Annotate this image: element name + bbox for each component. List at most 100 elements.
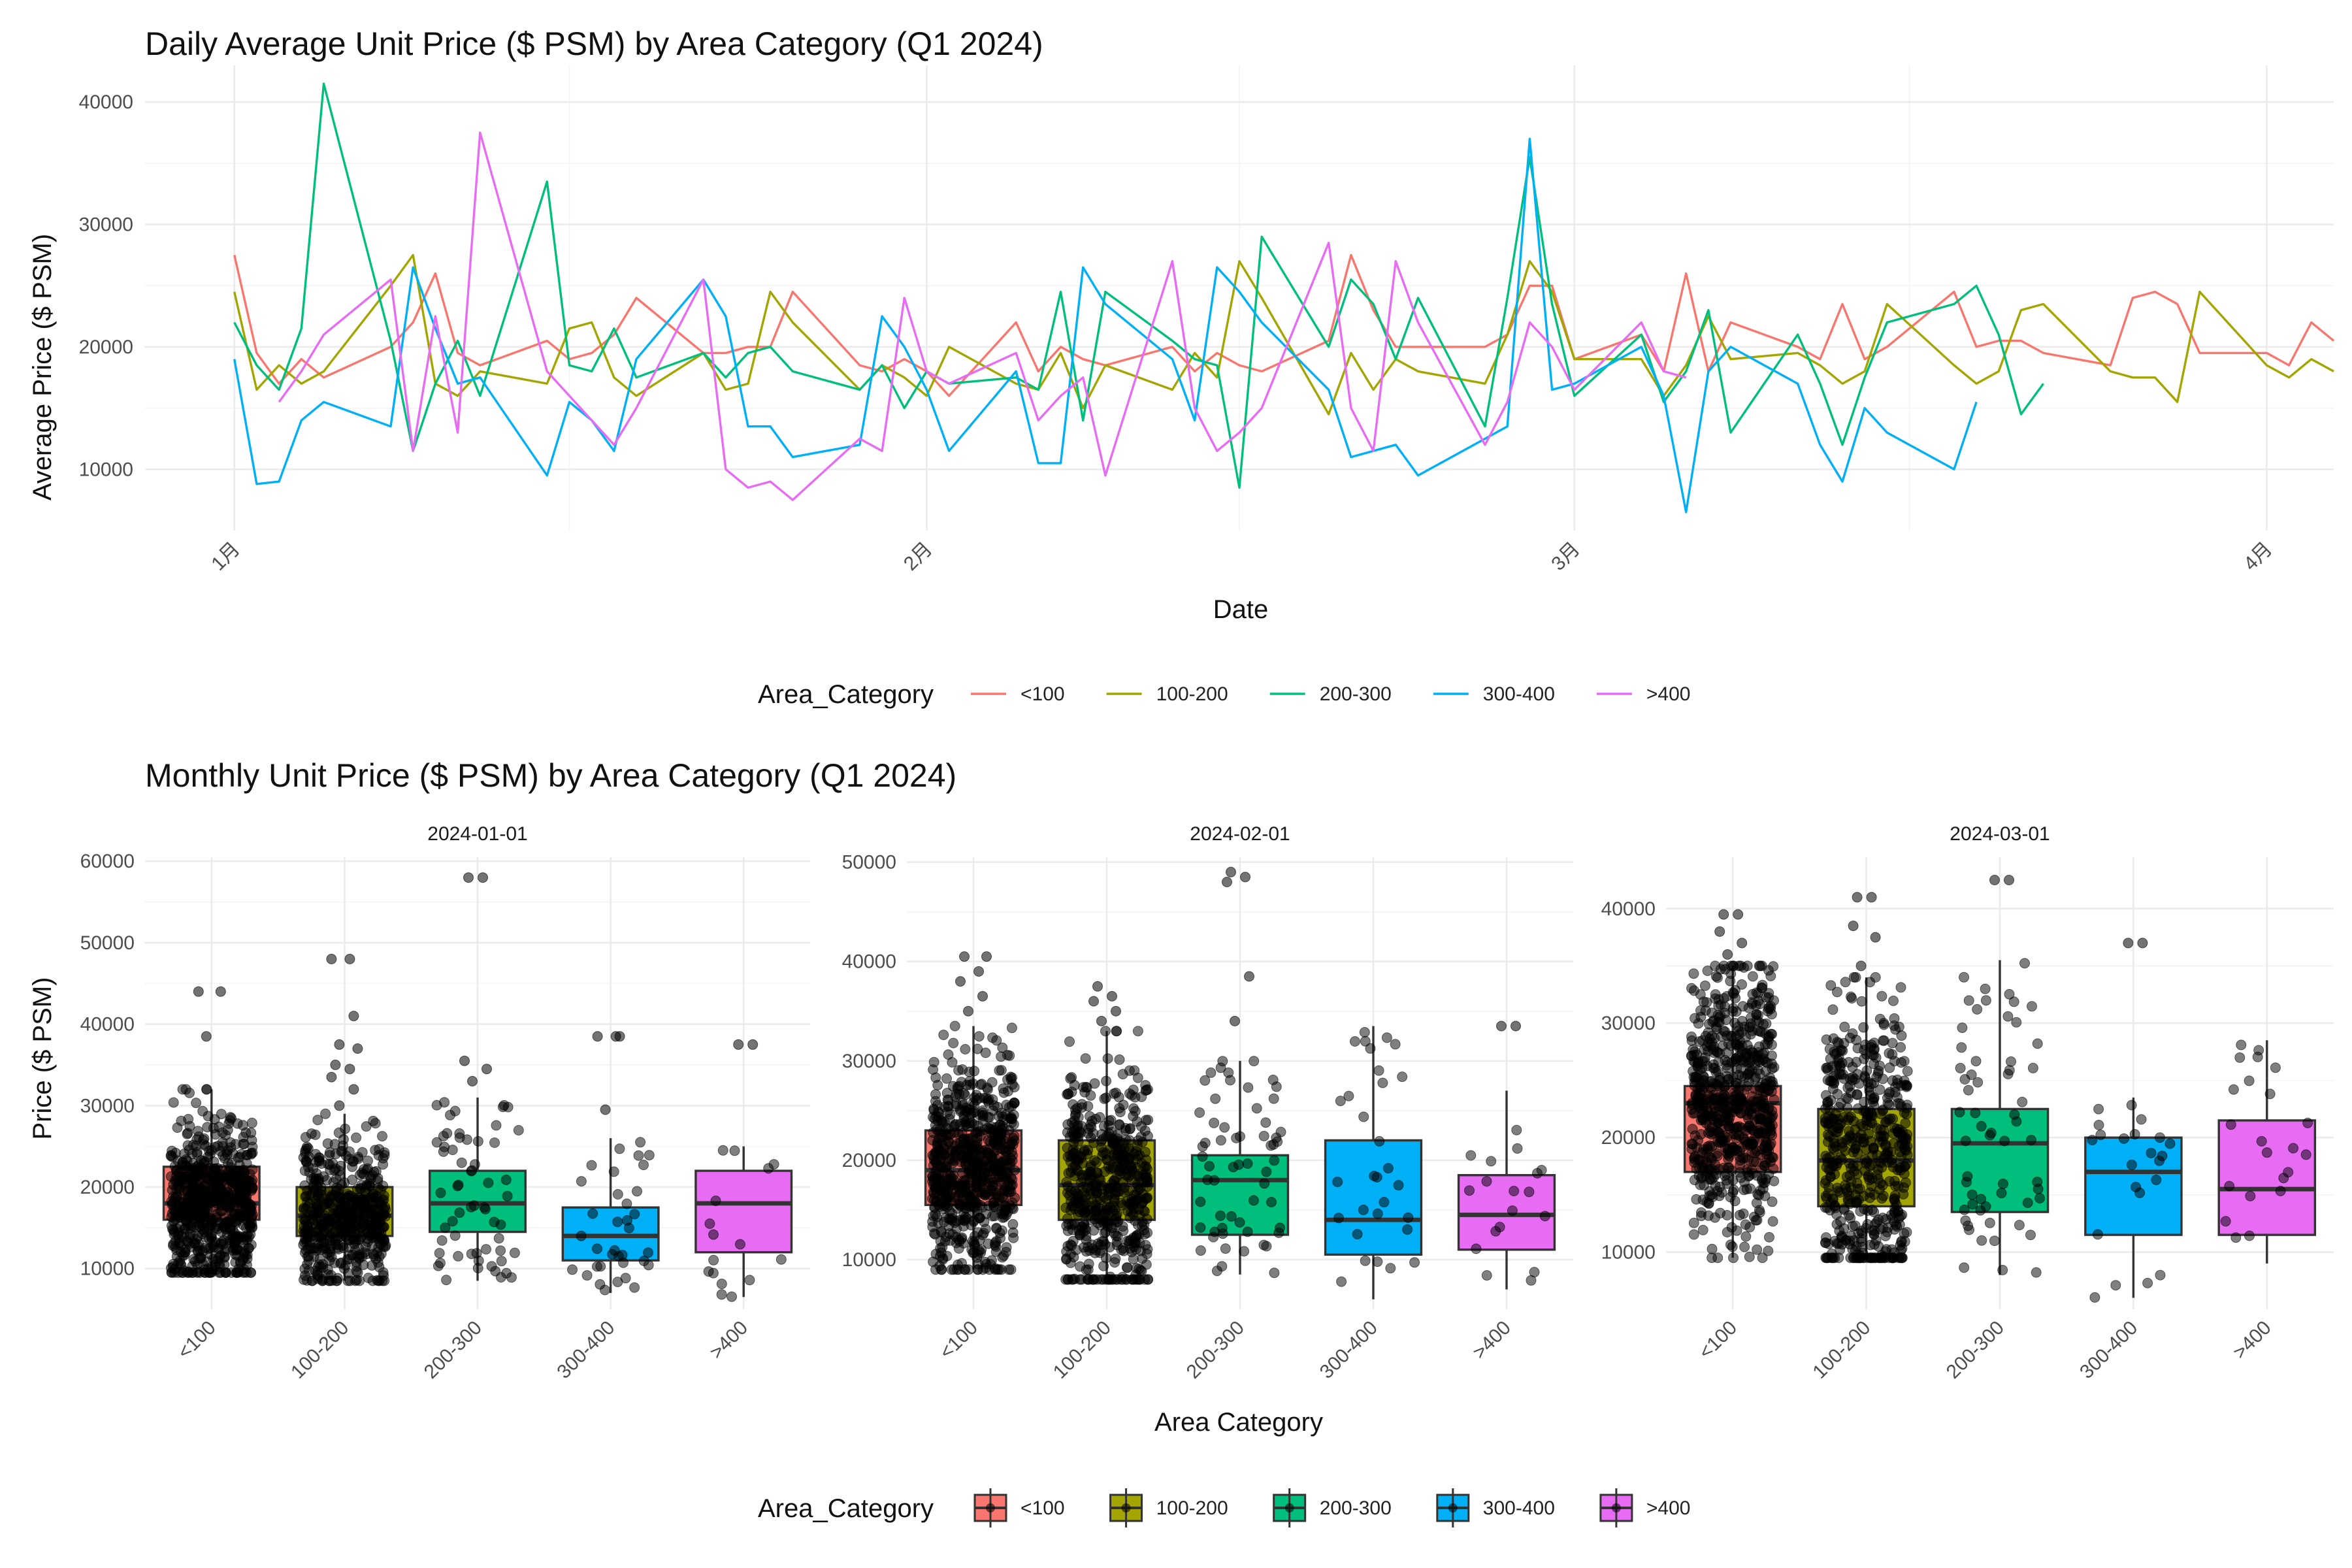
box-point [1847,1075,1858,1086]
box-point [1737,1016,1748,1026]
box-point [1852,1089,1863,1100]
box-point [1820,1175,1831,1186]
box-point [2288,1143,2299,1154]
box-point [976,1079,987,1090]
box-outlier [959,951,970,962]
box-point [586,1160,597,1171]
box-point [2300,1149,2311,1160]
box-point [1269,1267,1280,1279]
box-point [302,1185,313,1196]
box-point [1722,1210,1733,1220]
box-point [170,1235,181,1247]
box-point [449,1230,461,1241]
box-point [599,1284,610,1296]
box-point [193,1239,204,1250]
box-outlier [482,1064,492,1075]
line-y-tick-label: 10000 [79,459,133,480]
box-point [932,1139,943,1150]
box-point [1865,1252,1876,1264]
box-point [1139,1172,1151,1183]
box-point [1132,1274,1143,1285]
box-point [1722,1112,1733,1123]
box-point [1840,977,1851,988]
box-point [1101,1075,1112,1086]
box-point [480,1203,491,1215]
box-point [1880,1230,1891,1241]
box-point [1762,1039,1773,1050]
box-point [1963,1085,1974,1096]
box-point [1732,1039,1743,1051]
box-point [363,1155,373,1166]
box-point [1235,1131,1245,1142]
box-point [996,1264,1007,1275]
box-point [1734,1209,1745,1220]
box-point [320,1108,331,1119]
box-point [1083,1145,1094,1156]
box-outlier [592,1031,603,1042]
box-point [1842,1093,1854,1104]
box-point [974,1212,985,1223]
box-point [1100,1026,1111,1037]
box-point [1763,965,1774,976]
box-point [943,1220,955,1232]
box-point [1219,1122,1230,1133]
box-point [1884,1252,1895,1264]
box-point [1865,977,1876,988]
box-point [495,1219,506,1230]
box-point [734,1239,745,1250]
box-point [1856,996,1867,1007]
box-point [1757,1183,1769,1194]
box-point [955,1198,965,1209]
box-point [744,1275,755,1286]
box-point [311,1168,322,1179]
box-point [1748,1125,1759,1136]
box-point [1464,1185,1475,1196]
box-outlier [348,1011,359,1022]
box-point [1883,1114,1894,1125]
box-point [946,1264,957,1275]
box-point [1894,1124,1904,1135]
box-point [928,1056,939,1068]
box-point [1880,1214,1891,1225]
box-point [1829,1169,1840,1180]
box-outlier [1230,1015,1240,1026]
box-point [1708,1059,1719,1070]
box-point [2261,1147,2272,1158]
box-legend-key-gt400 [1599,1488,1633,1527]
box-chart-x-axis-title: Area Category [1154,1408,1323,1437]
box-point [567,1264,578,1275]
box-point [1725,1192,1736,1203]
box-point [1961,1177,1972,1188]
box-point [1747,971,1758,982]
box-point [2011,1017,2022,1028]
box-point [201,1084,212,1095]
box-point [954,1081,965,1092]
box-point [938,1030,949,1040]
box-point [1889,1020,1900,1031]
box-point [1261,1166,1272,1177]
box-point [1709,1033,1720,1044]
box-point [1248,1195,1259,1206]
box-point [934,1201,945,1213]
box-point [230,1257,241,1267]
box-outlier [1714,926,1725,937]
box-point [947,1158,958,1169]
box-point [171,1184,182,1194]
box-point [1739,1184,1750,1196]
box-point [1403,1212,1414,1223]
line-legend-label-gt400: >400 [1646,683,1691,705]
box-point [191,1179,203,1190]
box-point [1833,1252,1844,1264]
box-point [333,1244,344,1254]
box-point [1827,1194,1838,1205]
box-point [431,1137,442,1148]
box-point [643,1247,653,1258]
box-point [1875,1109,1886,1119]
box-point [1855,1236,1867,1247]
box-point [1901,1177,1911,1188]
box-point [966,1168,977,1179]
box-point [936,1264,947,1275]
box-point [1980,983,1991,994]
box-point [1481,1270,1492,1281]
box-point [240,1222,252,1233]
